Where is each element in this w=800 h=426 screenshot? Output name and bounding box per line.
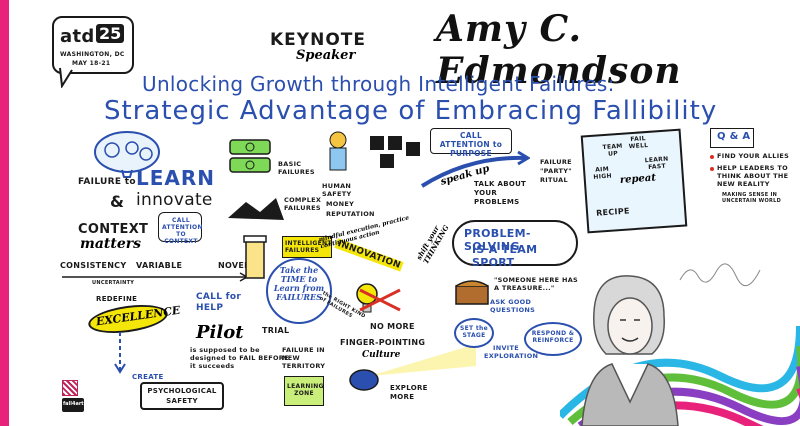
learn-label: LEARN [136, 166, 216, 190]
pilot-label: Pilot [196, 322, 244, 343]
failure-party-label: FAILURE "PARTY" RITUAL [540, 158, 572, 184]
signature [679, 263, 761, 286]
learning-zone-text: LEARNING ZONE [287, 383, 324, 397]
recipe-learn-fast: LEARN FAST [644, 155, 669, 171]
problem-solving-bubble: PROBLEM-SOLVING IS A TEAM SPORT [452, 220, 578, 269]
call-attention-purpose-box: CALL ATTENTION to PURPOSE [430, 128, 512, 158]
problem-solving-text: PROBLEM-SOLVING [464, 227, 531, 253]
failure-new-territory: FAILURE IN NEW TERRITORY [282, 346, 326, 370]
finger-pointing-label: FINGER-POINTING [340, 338, 426, 347]
atd-logo-number: 25 [96, 24, 125, 43]
set-stage-text: SET the STAGE [460, 325, 488, 339]
ask-questions-label: ASK GOOD QUESTIONS [490, 298, 536, 314]
flashlight-icon [349, 344, 476, 391]
innovate-label: innovate [136, 190, 213, 210]
qa-sub-text: MAKING SENSE IN UNCERTAIN WORLD [722, 192, 782, 204]
respond-text: RESPOND & REINFORCE [531, 330, 575, 344]
trial-label: TRIAL [262, 326, 290, 335]
recipe-aim-high: AIM HIGH [593, 165, 613, 181]
qa-item: HELP LEADERS TO THINK ABOUT THE NEW REAL… [710, 164, 792, 188]
atd-logo: atd 25 WASHINGTON, DC MAY 18-21 [52, 16, 134, 74]
event-location: WASHINGTON, DC [60, 51, 125, 58]
qa-item-text: HELP LEADERS TO THINK ABOUT THE NEW REAL… [717, 164, 789, 188]
person-puzzle-icon [329, 131, 420, 171]
context-label: CONTEXT [78, 222, 149, 237]
brain-icon [94, 131, 160, 178]
redefine-label: REDEFINE [96, 295, 138, 303]
logo-bubble-tail [59, 67, 73, 88]
uncertainty-arrow [62, 272, 249, 282]
call-attention-purpose-text: CALL ATTENTION to PURPOSE [439, 131, 503, 158]
take-time-circle: Take the TIME to Learn from FAILURES [266, 258, 332, 324]
recipe-label: RECIPE [595, 206, 630, 218]
qa-title: Q & A [717, 131, 751, 142]
qr-code [62, 380, 78, 396]
recipe-repeat: repeat [619, 172, 657, 186]
psych-safety-box: PSYCHOLOGICAL SAFETY [140, 382, 224, 410]
ampersand: & [110, 192, 125, 211]
call-attention-context-text: CALL ATTENTION TO CONTEXT [162, 217, 203, 245]
qa-box: Q & A [710, 128, 754, 148]
speaker-portrait [581, 275, 679, 426]
event-dates: MAY 18-21 [72, 60, 111, 67]
culture-label: Culture [362, 350, 401, 360]
excellence-text: EXCELLENCE [95, 303, 182, 329]
treasure-chest-icon [455, 280, 489, 305]
human-safety-label: HUMAN SAFETY [322, 182, 352, 198]
learning-zone-box: LEARNING ZONE [284, 376, 324, 406]
qa-item: FIND YOUR ALLIES [710, 152, 792, 160]
reputation-label: REPUTATION [326, 210, 375, 218]
recipe-card: TEAM UP FAIL WELL AIM HIGH LEARN FAST re… [580, 128, 688, 234]
call-attention-context-box: CALL ATTENTION TO CONTEXT [158, 212, 203, 245]
atd-logo-text: atd [60, 26, 95, 47]
flask-icon [243, 235, 267, 279]
basic-failures-label: BASIC FAILURES [278, 160, 315, 176]
pilot-desc: is supposed to be designed to FAIL BEFOR… [190, 346, 289, 370]
title-line-1: Unlocking Growth through Intelligent Fai… [142, 72, 615, 96]
recipe-fail-well: FAIL WELL [628, 135, 649, 151]
pointing-hand-icon [359, 288, 401, 312]
keynote-label: KEYNOTE [270, 30, 366, 50]
consistency-label: CONSISTENCY [60, 261, 127, 270]
wreckage-icon [228, 198, 284, 220]
psych-safety-text: PSYCHOLOGICAL SAFETY [147, 387, 217, 405]
left-pink-bar [0, 0, 9, 426]
recipe-team-up: TEAM UP [602, 142, 623, 158]
money-icon [229, 139, 271, 173]
excellence-dashed-arrow [114, 332, 126, 374]
respond-bubble: RESPOND & REINFORCE [524, 322, 582, 356]
speaker-name: Amy C. Edmondson [436, 8, 682, 92]
credit-logo: fall4art [62, 398, 84, 412]
credit-text: fall4art [63, 401, 84, 407]
variable-label: VARIABLE [136, 261, 183, 270]
matters-label: matters [80, 236, 141, 252]
set-stage-bubble: SET the STAGE [454, 318, 494, 348]
intelligent-failures-badge: INTELLIGENT FAILURES [282, 236, 332, 258]
speaker-label: Speaker [296, 48, 356, 63]
no-more-label: NO MORE [370, 322, 415, 331]
speak-up-arrow [420, 150, 530, 188]
intelligent-failures-text: INTELLIGENT FAILURES [285, 240, 332, 254]
uncertainty-label: UNCERTAINTY [92, 280, 135, 286]
treasure-quote: "SOMEONE HERE HAS A TREASURE..." [494, 276, 579, 292]
title-line-2: Strategic Advantage of Embracing Fallibi… [104, 96, 718, 126]
team-sport-text: IS A TEAM SPORT [472, 243, 538, 269]
failure-to-label: FAILURE to [78, 177, 136, 187]
talk-problems-label: TALK ABOUT YOUR PROBLEMS [474, 180, 527, 206]
novel-label: NOVEL [218, 261, 250, 270]
shift-thinking-label: shift your THINKING [414, 223, 451, 266]
bullet-icon [710, 167, 714, 171]
qa-item-text: FIND YOUR ALLIES [717, 152, 790, 160]
qa-list: FIND YOUR ALLIES HELP LEADERS TO THINK A… [710, 152, 792, 204]
invite-label: INVITE EXPLORATION [484, 344, 539, 360]
explore-more-label: EXPLORE MORE [390, 384, 428, 401]
call-for-help: CALL for HELP [196, 292, 242, 313]
complex-failures-label: COMPLEX FAILURES [284, 196, 322, 212]
money-label: MONEY [326, 200, 355, 208]
create-label: CREATE [132, 373, 164, 381]
bullet-icon [710, 155, 714, 159]
take-time-text: Take the TIME to Learn from FAILURES [273, 265, 325, 302]
